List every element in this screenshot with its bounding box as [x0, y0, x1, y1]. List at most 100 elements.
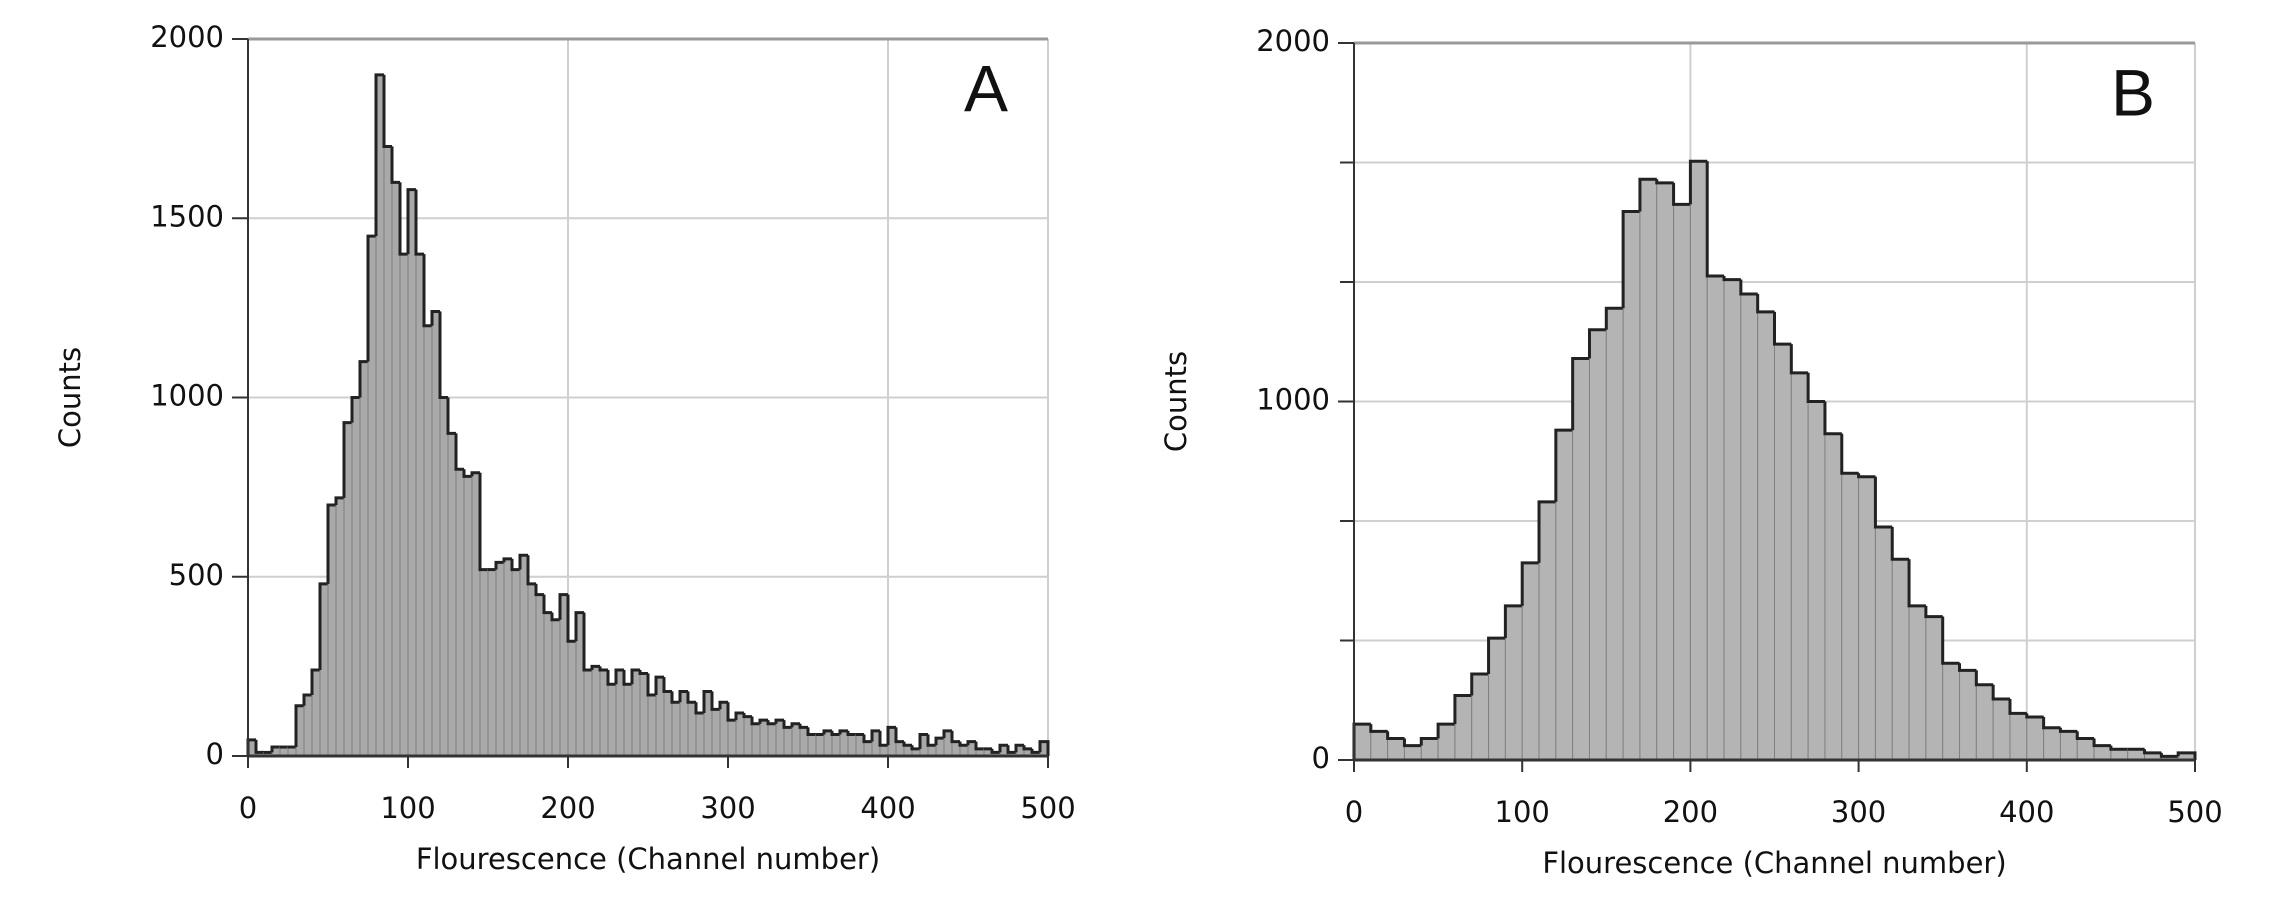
- bar-outline: [550, 612, 560, 622]
- bar-outline: [718, 700, 728, 710]
- bar-outline: [374, 73, 384, 237]
- bar: [1622, 210, 1641, 761]
- bar-outline: [838, 729, 848, 735]
- bar: [583, 669, 593, 757]
- x-tick-label: 300: [1831, 795, 1886, 829]
- bar-outline: [1991, 684, 2010, 701]
- y-tick-label: 2000: [1256, 24, 1330, 58]
- bar: [407, 189, 417, 757]
- bar: [455, 468, 465, 757]
- bar-outline: [1773, 311, 1792, 346]
- bar: [1403, 745, 1422, 761]
- bar: [1538, 501, 1557, 761]
- bar-outline: [518, 553, 528, 570]
- bar-outline: [534, 583, 544, 597]
- bar-outline: [254, 739, 264, 754]
- y-axis-label: Counts: [53, 347, 87, 448]
- bar: [1908, 605, 1927, 761]
- bar: [711, 708, 721, 757]
- y-axis-label: Counts: [1159, 351, 1193, 452]
- bar-outline: [2025, 713, 2044, 719]
- bar-outline: [622, 669, 632, 686]
- bar: [1639, 178, 1658, 761]
- bar: [543, 612, 553, 757]
- bar-outline: [1756, 293, 1775, 314]
- bar: [767, 723, 777, 757]
- bar: [495, 561, 505, 757]
- bar-outline: [2075, 731, 2095, 740]
- bar-outline: [494, 560, 504, 570]
- bar-outline: [1806, 372, 1825, 403]
- y-tick-label: 1500: [150, 199, 224, 233]
- y-tick-label: 0: [1312, 741, 1330, 775]
- bar-outline: [806, 727, 816, 736]
- bar-outline: [334, 496, 344, 506]
- x-tick-label: 500: [1020, 791, 1075, 825]
- bar-outline: [1739, 279, 1758, 296]
- bar: [847, 733, 857, 757]
- bar-outline: [878, 730, 888, 747]
- bar: [1420, 737, 1439, 761]
- bar-outline: [1487, 636, 1506, 674]
- bar-outline: [894, 727, 904, 744]
- bar-outline: [542, 594, 552, 615]
- x-tick-label: 100: [380, 791, 435, 825]
- bar-outline: [502, 557, 512, 563]
- bar-outline: [958, 741, 968, 747]
- bar: [727, 719, 737, 757]
- y-tick-label: 1000: [150, 379, 224, 413]
- bar-outline: [598, 666, 608, 672]
- bar-outline: [574, 611, 584, 642]
- bar-outline: [414, 189, 424, 256]
- bar-outline: [302, 693, 312, 706]
- bar-outline: [566, 594, 576, 643]
- bar: [807, 733, 817, 757]
- bar: [879, 744, 889, 757]
- bar-outline: [1873, 476, 1893, 529]
- bar-outline: [1974, 670, 1994, 687]
- bar: [1992, 698, 2011, 761]
- bar: [1959, 669, 1977, 761]
- bar-outline: [1840, 433, 1859, 475]
- bar-outline: [1587, 328, 1607, 359]
- bar-outline: [2008, 699, 2027, 715]
- bar-outline: [662, 677, 672, 693]
- bar-outline: [438, 311, 448, 399]
- bar-outline: [862, 734, 872, 744]
- bar: [535, 594, 545, 757]
- bar-outline: [910, 745, 920, 751]
- bar: [591, 665, 601, 757]
- bar-outline: [366, 234, 376, 362]
- bar: [863, 741, 873, 757]
- bar-outline: [1789, 344, 1809, 375]
- bar-outline: [1030, 748, 1040, 754]
- bar-outline: [1823, 401, 1842, 436]
- bar: [815, 733, 825, 757]
- bar: [1673, 203, 1691, 761]
- bar-outline: [1571, 356, 1590, 431]
- bar-outline: [398, 182, 408, 256]
- bar-outline: [526, 555, 536, 586]
- x-tick-label: 200: [540, 791, 595, 825]
- bar-outline: [1436, 722, 1455, 739]
- bar-outline: [478, 472, 488, 572]
- bar-outline: [630, 668, 640, 685]
- bar: [1605, 307, 1624, 761]
- bar-outline: [1554, 428, 1573, 502]
- bar-outline: [1402, 738, 1422, 748]
- bar-outline: [2159, 752, 2179, 758]
- bar-outline: [798, 723, 808, 729]
- bar-outline: [1638, 177, 1657, 212]
- bar: [959, 744, 969, 757]
- bar-outline: [654, 675, 664, 696]
- bar-outline: [446, 397, 456, 435]
- x-tick-label: 400: [1999, 795, 2054, 829]
- bar-outline: [2042, 716, 2061, 730]
- bar-outline: [430, 309, 440, 326]
- bar: [1488, 637, 1506, 761]
- bar-outline: [2058, 727, 2078, 733]
- bar-outline: [846, 730, 856, 736]
- bar-outline: [2143, 749, 2162, 755]
- bar-outline: [790, 722, 800, 728]
- bar-outline: [2092, 738, 2111, 748]
